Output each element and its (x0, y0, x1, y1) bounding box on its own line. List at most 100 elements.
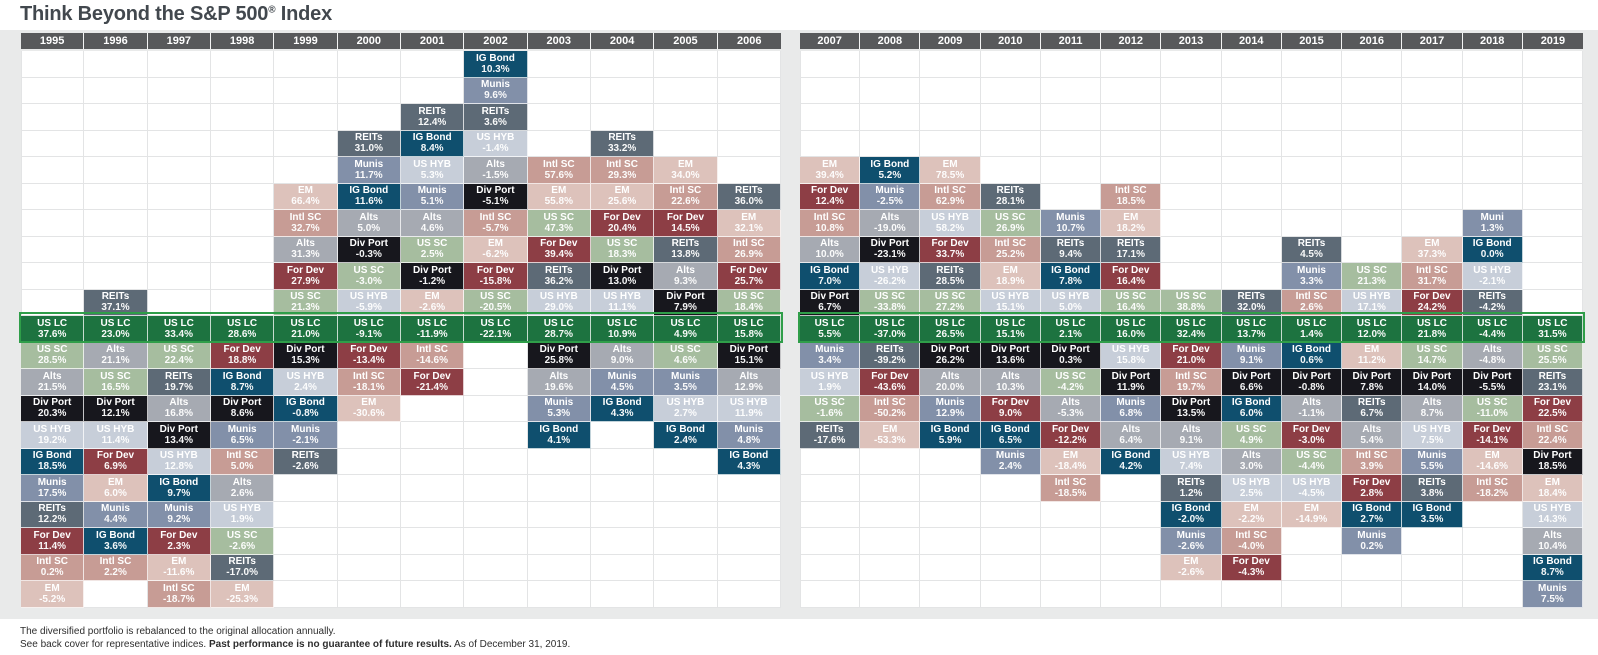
empty-cell (210, 104, 275, 131)
return-cell-1998-us-hyb: US HYB 1.9% (210, 501, 275, 528)
empty-cell (1101, 130, 1162, 157)
title-text-suffix: Index (275, 3, 332, 25)
asset-label: Munis (995, 450, 1025, 462)
asset-label: EM (1123, 211, 1139, 223)
return-value: 21.8% (1417, 328, 1447, 340)
return-cell-1995-ig-bond: IG Bond 18.5% (21, 448, 85, 475)
empty-cell (1221, 581, 1282, 608)
asset-label: Munis (1357, 529, 1387, 541)
return-value: -22.1% (479, 328, 512, 340)
return-value: 28.7% (544, 328, 573, 340)
return-cell-2019-em: EM 18.4% (1522, 475, 1584, 502)
return-cell-1996-us-hyb: US HYB 11.4% (84, 422, 148, 449)
return-value: 8.4% (420, 143, 444, 155)
return-cell-2017-em: EM 37.3% (1402, 236, 1463, 263)
return-value: 22.5% (1538, 408, 1567, 420)
footnote-line-2: See back cover for representative indice… (20, 638, 570, 651)
empty-cell (980, 77, 1041, 104)
return-cell-1998-div-port: Div Port 8.6% (210, 395, 275, 422)
return-cell-2011-munis: Munis 10.7% (1040, 210, 1102, 237)
asset-label: Div Port (1292, 370, 1331, 382)
asset-label: US LC (543, 317, 574, 329)
asset-label: US HYB (1172, 450, 1210, 462)
empty-cell (21, 236, 85, 263)
empty-cell (1522, 157, 1584, 184)
return-cell-2003-munis: Munis 5.3% (527, 395, 591, 422)
empty-cell (860, 448, 921, 475)
return-cell-2014-alts: Alts 3.0% (1221, 448, 1282, 475)
asset-label: US LC (1477, 317, 1508, 329)
empty-cell (84, 130, 148, 157)
return-value: 15.8% (1116, 355, 1145, 367)
asset-label: US LC (1115, 317, 1146, 329)
empty-cell (717, 528, 781, 555)
return-value: 15.3% (291, 355, 320, 367)
empty-cell (1281, 77, 1343, 104)
return-cell-2010-div-port: Div Port 13.6% (980, 342, 1041, 369)
return-cell-2008-alts: Alts -19.0% (860, 210, 921, 237)
empty-cell (1040, 104, 1102, 131)
asset-label: US LC (100, 317, 131, 329)
asset-label: REITs (671, 238, 700, 250)
empty-cell (860, 51, 921, 78)
return-cell-2009-ig-bond: IG Bond 5.9% (920, 422, 981, 449)
return-value: 66.4% (291, 196, 320, 208)
asset-label: US SC (1296, 450, 1327, 462)
return-cell-1997-us-sc: US SC 22.4% (147, 342, 211, 369)
return-value: 12.4% (417, 116, 447, 128)
return-value: 10.7% (1056, 222, 1085, 234)
empty-cell (980, 51, 1041, 78)
return-value: -25.3% (226, 593, 258, 605)
return-value: 18.5% (1116, 196, 1145, 208)
empty-cell (21, 104, 85, 131)
return-cell-2006-intl-sc: Intl SC 26.9% (717, 236, 781, 263)
year-column-2010: 2010 REITs 28.1% US SC 26.9% Intl SC 25.2% EM 18… (980, 33, 1041, 608)
empty-cell (210, 77, 275, 104)
empty-cell (1462, 157, 1523, 184)
empty-cell (920, 475, 981, 502)
return-cell-2000-reits: REITs 31.0% (337, 130, 401, 157)
empty-cell (1281, 528, 1343, 555)
return-value: 4.5% (1300, 249, 1323, 261)
empty-cell (1342, 130, 1403, 157)
return-value: -4.5% (1298, 487, 1325, 499)
asset-label: EM (1424, 238, 1440, 250)
return-value: 13.0% (607, 275, 637, 287)
asset-label: For Dev (350, 344, 388, 356)
asset-label: For Dev (540, 238, 578, 250)
return-value: 7.4% (1179, 461, 1203, 473)
return-value: 19.7% (1176, 381, 1206, 393)
return-cell-1995-us-lc: US LC 37.6% (21, 316, 85, 343)
empty-cell (1342, 104, 1403, 131)
return-cell-1995-us-sc: US SC 28.5% (21, 342, 85, 369)
return-cell-2010-munis: Munis 2.4% (980, 448, 1041, 475)
empty-cell (274, 157, 338, 184)
return-cell-2010-ig-bond: IG Bond 6.5% (980, 422, 1041, 449)
return-value: 22.4% (164, 355, 193, 367)
return-value: 4.6% (674, 355, 697, 367)
empty-cell (1221, 77, 1282, 104)
return-value: 37.1% (101, 302, 130, 314)
asset-label: EM (1544, 476, 1560, 488)
empty-cell (654, 77, 718, 104)
empty-cell (84, 77, 148, 104)
return-value: 14.0% (1417, 381, 1447, 393)
asset-label: REITs (1538, 370, 1567, 382)
empty-cell (210, 210, 275, 237)
empty-cell (84, 263, 148, 290)
return-cell-2000-ig-bond: IG Bond 11.6% (337, 183, 401, 210)
empty-cell (717, 581, 781, 608)
asset-label: US LC (480, 317, 511, 329)
empty-cell (717, 51, 781, 78)
empty-cell (464, 501, 528, 528)
asset-label: US HYB (931, 211, 969, 223)
return-cell-2000-intl-sc: Intl SC -18.1% (337, 369, 401, 396)
return-value: 7.9% (674, 302, 697, 314)
asset-label: REITs (101, 291, 130, 303)
return-value: 6.8% (1119, 408, 1143, 420)
empty-cell (1040, 157, 1102, 184)
empty-cell (1101, 581, 1162, 608)
year-header-2000: 2000 (337, 33, 401, 49)
return-cell-2009-div-port: Div Port 26.2% (920, 342, 981, 369)
empty-cell (800, 554, 861, 581)
